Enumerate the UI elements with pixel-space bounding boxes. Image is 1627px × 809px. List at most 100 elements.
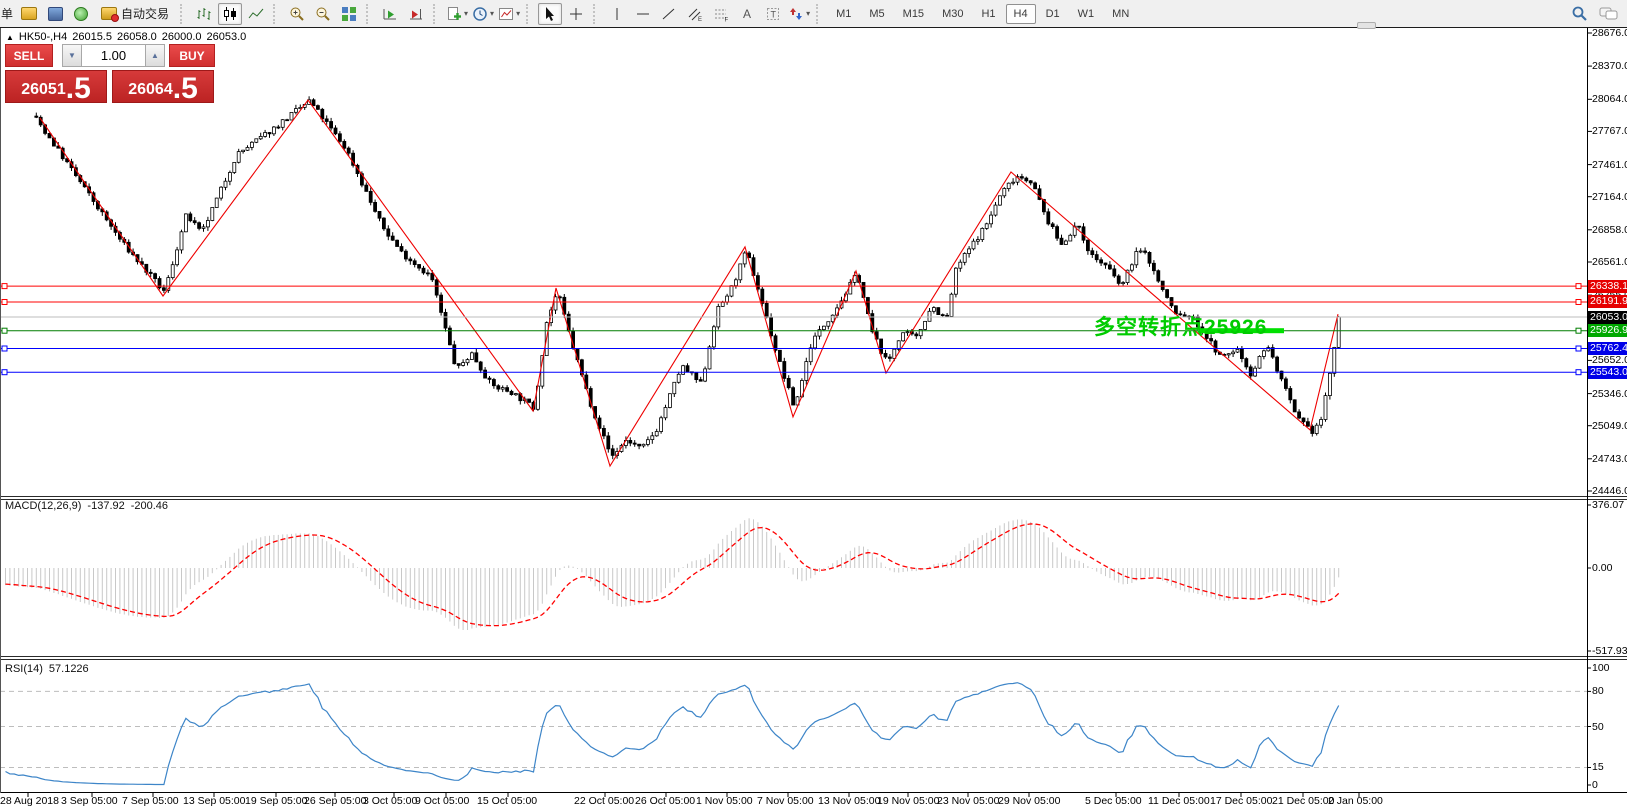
charts-window-button[interactable] — [43, 3, 67, 25]
volume-increase-button[interactable]: ▲ — [145, 44, 165, 67]
price-tag-26338.1: 26338.1 — [1588, 279, 1627, 293]
rsi-axis-tick: 0 — [1592, 779, 1598, 791]
line-handle[interactable] — [1575, 369, 1582, 376]
collapse-arrow-icon[interactable]: ▲ — [6, 33, 14, 42]
toolbar-separator — [273, 3, 280, 24]
price-axis-tick: 25949.0 — [1592, 322, 1627, 335]
time-axis-label: 3 Sep 05:00 — [61, 795, 118, 807]
text-tool-button[interactable]: A — [735, 3, 759, 25]
volume-input[interactable]: 1.00 — [82, 44, 145, 67]
time-axis-label: 29 Nov 05:00 — [998, 795, 1061, 807]
horizontal-line-tool-button[interactable] — [631, 3, 655, 25]
window-splitter-handle[interactable] — [1357, 22, 1376, 29]
tile-windows-button[interactable] — [337, 3, 361, 25]
text-label-tool-button[interactable]: T — [761, 3, 785, 25]
svg-text:A: A — [743, 7, 751, 21]
line-handle[interactable] — [1, 283, 8, 290]
crosshair-tool-button[interactable] — [564, 3, 588, 25]
price-axis-tick: 28676.0 — [1592, 27, 1627, 39]
high-value: 26058.0 — [116, 31, 157, 43]
trendline-tool-button[interactable] — [657, 3, 681, 25]
timeframe-H4[interactable]: H4 — [1005, 3, 1036, 24]
macd-histogram — [5, 518, 1340, 630]
price-tag-25762.4: 25762.4 — [1588, 341, 1627, 355]
line-handle[interactable] — [1, 327, 8, 334]
macd-signal-value: -200.46 — [130, 500, 169, 512]
line-handle[interactable] — [1575, 345, 1582, 352]
timeframe-M5[interactable]: M5 — [869, 7, 885, 20]
chat-icon[interactable] — [1599, 6, 1619, 22]
line-handle[interactable] — [1575, 327, 1582, 334]
signals-button[interactable] — [69, 3, 93, 25]
price-tag-26053.0: 26053.0 — [1588, 310, 1627, 324]
price-axis-tick: 25652.0 — [1592, 354, 1627, 367]
text-label-icon: T — [767, 7, 780, 20]
zigzag-line[interactable] — [39, 99, 1339, 468]
periods-button[interactable]: ▾ — [471, 3, 495, 25]
equidistant-channel-icon: E — [688, 8, 702, 22]
timeframe-H1[interactable]: H1 — [981, 7, 996, 20]
new-order-button[interactable]: 单 — [1, 7, 14, 21]
line-handle[interactable] — [1575, 283, 1582, 290]
arrows-tool-button[interactable]: ▾ — [787, 3, 811, 25]
sell-button[interactable]: SELL — [5, 44, 53, 67]
vertical-line-tool-button[interactable] — [605, 3, 629, 25]
line-handle[interactable] — [1, 345, 8, 352]
chart-shift-button[interactable] — [404, 3, 428, 25]
clock-icon — [473, 6, 487, 21]
buy-button[interactable]: BUY — [169, 44, 215, 67]
vertical-line-icon — [616, 7, 618, 20]
candlestick-mode-button[interactable] — [218, 2, 243, 25]
templates-button[interactable]: ▾ — [497, 3, 521, 25]
auto-scroll-button[interactable] — [378, 3, 402, 25]
buy-price-box[interactable]: 26064.5 — [112, 70, 214, 103]
chart-shift-icon — [410, 8, 423, 19]
timeframe-MN[interactable]: MN — [1112, 7, 1130, 20]
timeframe-W1[interactable]: W1 — [1077, 7, 1095, 20]
market-watch-button[interactable] — [17, 3, 41, 25]
timeframe-M15[interactable]: M15 — [902, 7, 925, 20]
chart-header: ▲ HK50-,H4 26015.5 26058.0 26000.0 26053.0 — [6, 31, 251, 43]
svg-text:T: T — [771, 9, 777, 19]
timeframe-toolbar: M1 M5 M15 M30 H1 H4 D1 W1 MN — [827, 3, 1138, 24]
autotrading-label: 自动交易 — [121, 7, 170, 21]
text-icon: A — [743, 7, 751, 21]
time-axis-label: 2 Jan 05:00 — [1328, 795, 1383, 807]
search-icon[interactable] — [1571, 5, 1589, 23]
time-axis-label: 11 Dec 05:00 — [1148, 795, 1210, 807]
line-handle[interactable] — [1, 369, 8, 376]
line-chart-mode-button[interactable] — [244, 3, 268, 25]
price-axis-tick: 27767.0 — [1592, 125, 1627, 138]
tile-windows-icon — [342, 6, 357, 21]
timeframe-M30[interactable]: M30 — [942, 7, 964, 20]
timeframe-M1[interactable]: M1 — [836, 7, 852, 20]
indicators-button[interactable]: ▾ — [445, 3, 469, 25]
zoom-out-button[interactable] — [311, 3, 335, 25]
bar-chart-mode-button[interactable] — [192, 3, 216, 25]
channel-tool-button[interactable]: E — [683, 3, 707, 25]
zoom-in-button[interactable] — [285, 3, 309, 25]
fibonacci-tool-button[interactable]: F — [709, 3, 733, 25]
buy-price-frac: .5 — [172, 71, 198, 105]
time-axis-label: 23 Nov 05:00 — [937, 795, 1000, 807]
svg-text:F: F — [725, 17, 729, 22]
timeframe-D1[interactable]: D1 — [1045, 7, 1060, 20]
time-axis-label: 7 Nov 05:00 — [757, 795, 814, 807]
line-handle[interactable] — [1, 299, 8, 305]
volume-decrease-button[interactable]: ▼ — [62, 44, 82, 67]
annotation-text[interactable]: 多空转折点25926 — [1094, 316, 1268, 339]
autotrading-button[interactable]: 自动交易 — [95, 3, 175, 25]
cursor-tool-button[interactable] — [538, 2, 563, 25]
charts-window-icon — [47, 6, 63, 21]
sell-price-box[interactable]: 26051.5 — [5, 70, 107, 103]
toolbar-separator — [366, 3, 373, 24]
price-axis-tick: 27164.0 — [1592, 190, 1627, 203]
arrows-icon — [790, 7, 803, 20]
toolbar-separator — [593, 3, 600, 24]
time-axis-label: 17 Dec 05:00 — [1210, 795, 1273, 807]
time-axis-label: 5 Dec 05:00 — [1085, 795, 1142, 807]
line-handle[interactable] — [1575, 299, 1582, 305]
fibonacci-icon: F — [715, 9, 729, 22]
